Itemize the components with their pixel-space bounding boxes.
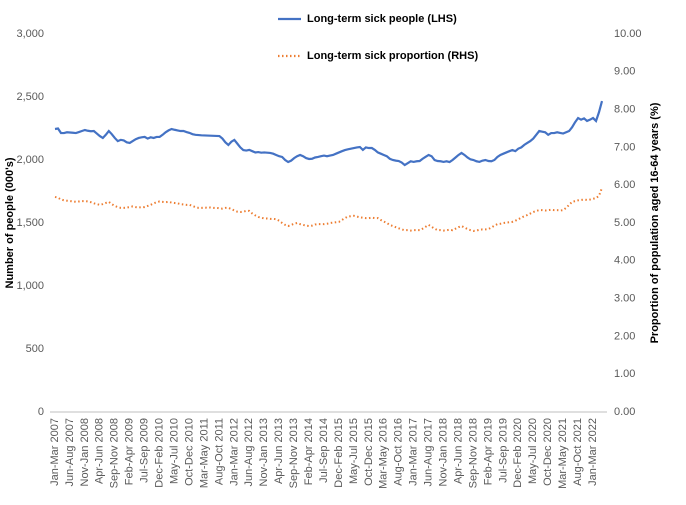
x-tick-label: Apr-Jun 2018 <box>452 418 464 484</box>
x-tick-label: Jan-Mar 2007 <box>49 418 61 486</box>
x-tick-label: Mar-May 2016 <box>378 418 390 489</box>
x-tick-label: Oct-Dec 2020 <box>542 418 554 486</box>
y-tick-label: 500 <box>26 343 44 355</box>
x-tick-label: Oct-Dec 2010 <box>183 418 195 486</box>
y2-tick-label: 8.00 <box>614 104 635 116</box>
y2-tick-label: 0.00 <box>614 406 635 418</box>
y-tick-label: 2,500 <box>16 91 44 103</box>
x-tick-label: Nov-Jan 2008 <box>79 418 91 487</box>
x-tick-label: Mar-May 2011 <box>198 418 210 488</box>
x-tick-label: Feb-Apr 2014 <box>303 418 315 485</box>
x-tick-label: Nov-Jan 2013 <box>258 418 270 487</box>
y-tick-label: 0 <box>38 406 44 418</box>
x-tick-label: Jun-Aug 2012 <box>243 418 255 487</box>
x-tick-label: May-Jul 2020 <box>527 418 539 484</box>
x-tick-label: Sep-Nov 2018 <box>467 418 479 488</box>
y2-tick-label: 10.00 <box>614 28 642 40</box>
x-tick-label: Apr-Jun 2008 <box>94 418 106 484</box>
y-tick-label: 2,000 <box>16 154 44 166</box>
x-tick-label: Sep-Nov 2013 <box>288 418 300 488</box>
x-tick-label: May-Jul 2010 <box>168 418 180 484</box>
x-tick-label: Aug-Oct 2021 <box>572 418 584 486</box>
y-tick-label: 3,000 <box>16 28 44 40</box>
y2-tick-label: 2.00 <box>614 330 635 342</box>
x-tick-label: Nov-Jan 2018 <box>437 418 449 487</box>
x-tick-label: Dec-Feb 2015 <box>333 418 345 488</box>
y-tick-label: 1,500 <box>16 217 44 229</box>
y2-tick-label: 1.00 <box>614 368 635 380</box>
x-tick-label: Jul-Sep 2009 <box>139 418 151 483</box>
y2-tick-label: 7.00 <box>614 141 635 153</box>
x-tick-label: Jan-Mar 2022 <box>587 418 599 486</box>
x-tick-label: Oct-Dec 2015 <box>363 418 375 486</box>
y2-axis-label: Proportion of population aged 16-64 year… <box>649 102 661 343</box>
x-tick-label: Jan-Mar 2012 <box>228 418 240 486</box>
x-tick-label: Jun-Aug 2017 <box>423 418 435 487</box>
y-axis-label: Number of people (000's) <box>4 157 16 288</box>
x-tick-label: Feb-Apr 2019 <box>482 418 494 485</box>
x-tick-label: Jan-Mar 2017 <box>408 418 420 486</box>
x-tick-label: Mar-May 2021 <box>557 418 569 489</box>
x-tick-label: May-Jul 2015 <box>348 418 360 484</box>
x-tick-label: Aug-Oct 2011 <box>213 418 225 485</box>
y2-tick-label: 6.00 <box>614 179 635 191</box>
legend-label: Long-term sick proportion (RHS) <box>307 50 478 62</box>
y2-tick-label: 9.00 <box>614 66 635 78</box>
legend-label: Long-term sick people (LHS) <box>307 13 457 25</box>
x-tick-label: Aug-Oct 2016 <box>393 418 405 486</box>
x-tick-label: Dec-Feb 2020 <box>512 418 524 488</box>
y-tick-label: 1,000 <box>16 280 44 292</box>
x-tick-label: Jul-Sep 2014 <box>318 418 330 483</box>
x-tick-label: Dec-Feb 2010 <box>154 418 166 488</box>
x-tick-label: Feb-Apr 2009 <box>124 418 136 485</box>
x-tick-label: Jun-Aug 2007 <box>64 418 76 487</box>
x-tick-label: Apr-Jun 2013 <box>273 418 285 484</box>
y2-tick-label: 4.00 <box>614 255 635 267</box>
series-line <box>54 187 603 232</box>
x-tick-label: Jul-Sep 2019 <box>497 418 509 483</box>
y2-tick-label: 3.00 <box>614 293 635 305</box>
series-line <box>54 100 604 167</box>
x-tick-label: Sep-Nov 2008 <box>109 418 121 488</box>
y2-tick-label: 5.00 <box>614 217 635 229</box>
